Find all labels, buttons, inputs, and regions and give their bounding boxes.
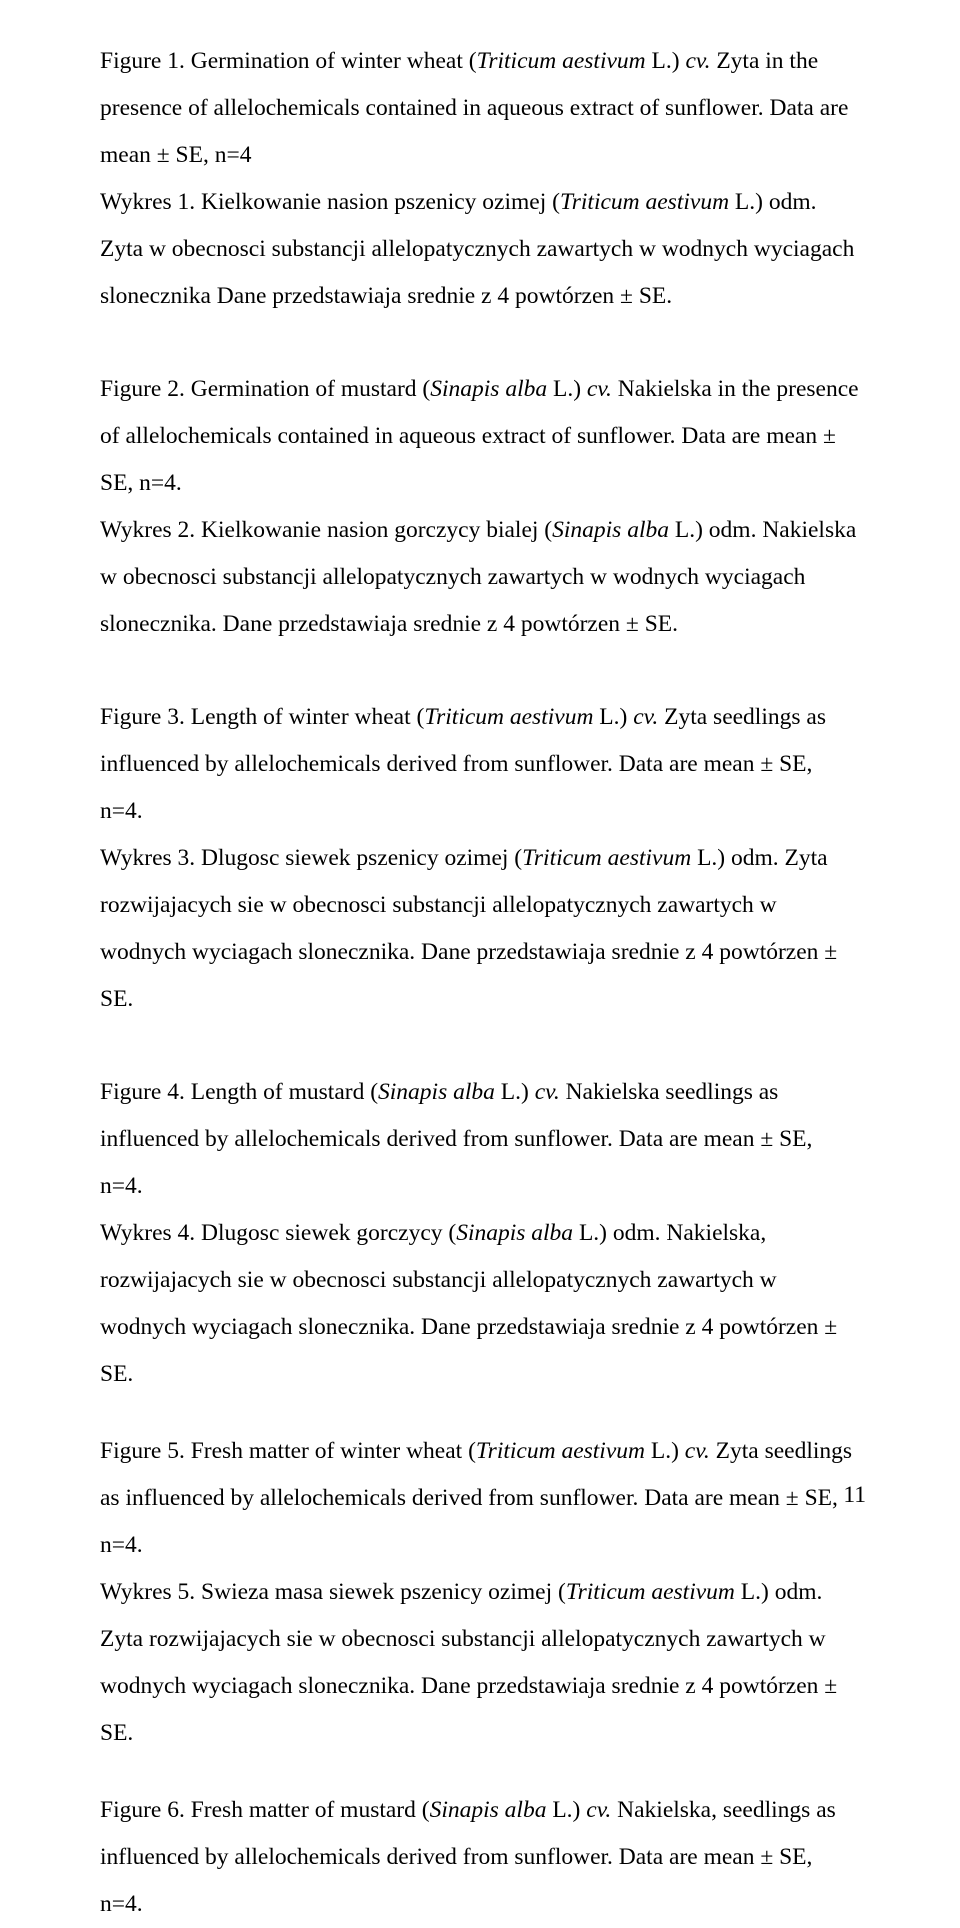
italic-text: cv. xyxy=(685,48,710,74)
italic-text: Triticum aestivum xyxy=(566,1579,735,1605)
body-text: L.) xyxy=(547,376,587,402)
italic-text: Triticum aestivum xyxy=(477,48,646,74)
caption-fig3: Figure 3. Length of winter wheat (Tritic… xyxy=(100,694,860,1023)
italic-text: Sinapis alba xyxy=(456,1220,573,1246)
body-text: Wykres 5. Swieza masa siewek pszenicy oz… xyxy=(100,1579,566,1605)
caption-fig6: Figure 6. Fresh matter of mustard (Sinap… xyxy=(100,1787,860,1928)
page: Figure 1. Germination of winter wheat (T… xyxy=(0,0,960,1551)
caption-fig2: Figure 2. Germination of mustard (Sinapi… xyxy=(100,366,860,648)
caption-fig4: Figure 4. Length of mustard (Sinapis alb… xyxy=(100,1069,860,1398)
body-text: Figure 6. Fresh matter of mustard ( xyxy=(100,1797,430,1823)
body-text: Figure 4. Length of mustard ( xyxy=(100,1079,378,1105)
italic-text: Triticum aestivum xyxy=(560,189,729,215)
body-text: Wykres 2. Kielkowanie nasion gorczycy bi… xyxy=(100,517,552,543)
italic-text: cv. xyxy=(587,376,612,402)
italic-text: Sinapis alba xyxy=(552,517,669,543)
italic-text: cv. xyxy=(633,704,658,730)
page-number: 11 xyxy=(843,1482,866,1509)
body-text: Figure 3. Length of winter wheat ( xyxy=(100,704,424,730)
body-text: Wykres 4. Dlugosc siewek gorczycy ( xyxy=(100,1220,456,1246)
italic-text: Triticum aestivum xyxy=(522,845,691,871)
italic-text: Sinapis alba xyxy=(378,1079,495,1105)
body-text: L.) xyxy=(646,48,686,74)
italic-text: Triticum aestivum xyxy=(424,704,593,730)
body-text: L.) xyxy=(593,704,633,730)
body-text: Figure 5. Fresh matter of winter wheat ( xyxy=(100,1438,476,1464)
caption-fig1: Figure 1. Germination of winter wheat (T… xyxy=(100,38,860,320)
italic-text: Triticum aestivum xyxy=(476,1438,645,1464)
italic-text: cv. xyxy=(535,1079,560,1105)
body-text: Figure 2. Germination of mustard ( xyxy=(100,376,430,402)
body-text: L.) xyxy=(645,1438,685,1464)
body-text: Wykres 1. Kielkowanie nasion pszenicy oz… xyxy=(100,189,560,215)
italic-text: cv. xyxy=(685,1438,710,1464)
body-text: Wykres 3. Dlugosc siewek pszenicy ozimej… xyxy=(100,845,522,871)
italic-text: Sinapis alba xyxy=(430,1797,547,1823)
caption-fig5: Figure 5. Fresh matter of winter wheat (… xyxy=(100,1428,860,1757)
italic-text: cv. xyxy=(586,1797,611,1823)
italic-text: Sinapis alba xyxy=(430,376,547,402)
body-text: L.) xyxy=(495,1079,535,1105)
body-text: Figure 1. Germination of winter wheat ( xyxy=(100,48,477,74)
body-text: L.) xyxy=(546,1797,586,1823)
